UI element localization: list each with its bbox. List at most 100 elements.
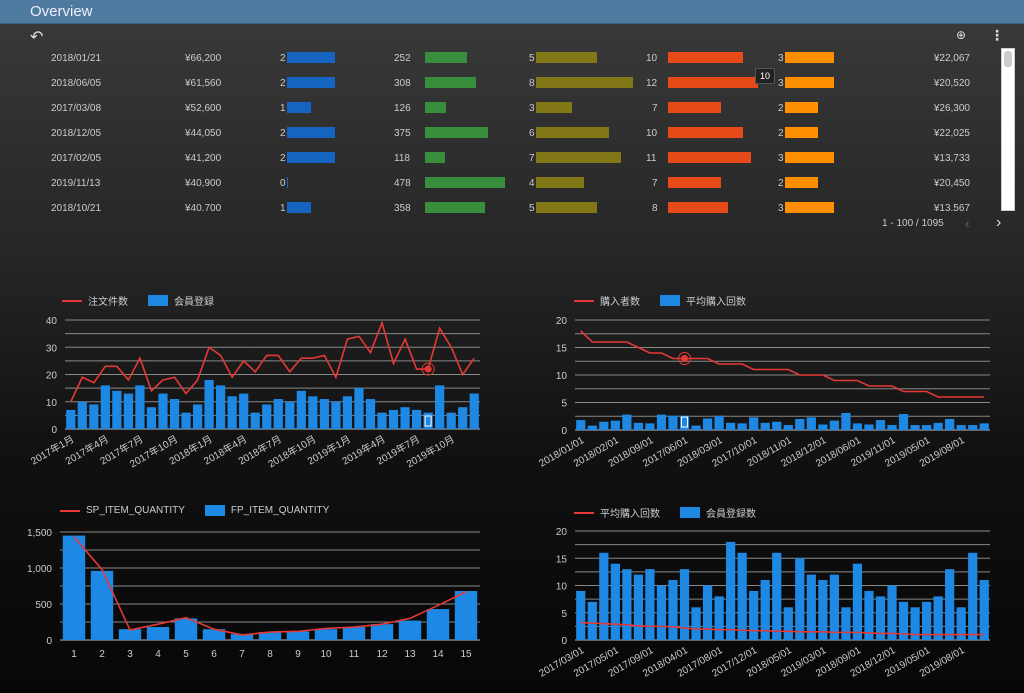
bar bbox=[633, 422, 644, 430]
bar bbox=[331, 401, 341, 429]
scrollbar[interactable] bbox=[1001, 48, 1015, 211]
legend-line-label: 購入者数 bbox=[600, 297, 640, 308]
bar bbox=[737, 552, 747, 640]
cell-avg: ¥22,025 bbox=[933, 128, 970, 139]
cell-v1-bar bbox=[287, 152, 335, 163]
bar bbox=[587, 601, 597, 640]
legend-chart-1: 注文件数 会員登録 bbox=[62, 293, 214, 308]
bar bbox=[956, 607, 966, 640]
bar bbox=[158, 393, 168, 429]
table-row[interactable]: 2017/03/08 ¥52,600 1 126 3 7 2 ¥26,300 bbox=[0, 100, 1000, 120]
cell-v4-bar bbox=[668, 202, 728, 213]
x-tick-label: 11 bbox=[349, 649, 360, 660]
highlight-point bbox=[424, 365, 432, 373]
bar bbox=[296, 390, 306, 429]
cell-v4-bar bbox=[668, 77, 758, 88]
app-header: Overview bbox=[0, 0, 1024, 24]
x-tick-label: 7 bbox=[239, 649, 245, 660]
y-tick-label: 0 bbox=[561, 426, 567, 437]
bar bbox=[829, 420, 839, 430]
x-tick-label: 1 bbox=[71, 649, 77, 660]
y-tick-label: 5 bbox=[561, 609, 567, 620]
bar bbox=[342, 627, 366, 640]
bar bbox=[285, 401, 295, 429]
bar bbox=[910, 607, 920, 640]
table-row[interactable]: 2018/06/05 ¥61,560 2 308 8 12 3 ¥20,520 bbox=[0, 75, 1000, 95]
bar bbox=[204, 379, 214, 429]
more-vert-icon[interactable]: ⋮ bbox=[990, 27, 1004, 43]
x-tick-label: 8 bbox=[267, 649, 273, 660]
bar bbox=[587, 425, 597, 430]
bar bbox=[749, 417, 759, 430]
legend-bar-label: 会員登録 bbox=[174, 297, 214, 308]
next-page-icon[interactable]: › bbox=[996, 214, 1002, 231]
cell-price: ¥66,200 bbox=[185, 53, 222, 64]
cell-v1: 1 bbox=[280, 203, 286, 214]
cell-v4: 10 bbox=[646, 128, 658, 139]
highlight-bar-marker bbox=[681, 416, 689, 428]
bar bbox=[979, 580, 989, 640]
bar bbox=[841, 412, 851, 430]
x-tick-label: 12 bbox=[376, 649, 388, 660]
cell-price: ¥61,560 bbox=[185, 78, 222, 89]
bar bbox=[458, 407, 468, 429]
cell-v3-bar bbox=[536, 102, 573, 113]
bar bbox=[230, 634, 254, 640]
tooltip: 10 bbox=[755, 68, 776, 84]
bar bbox=[169, 399, 180, 429]
table-row[interactable]: 2018/01/21 ¥66,200 2 252 5 10 3 ¥22,067 bbox=[0, 50, 1000, 70]
y-tick-label: 0 bbox=[46, 636, 52, 647]
bar bbox=[979, 423, 989, 430]
bar bbox=[679, 415, 690, 430]
x-tick-label: 13 bbox=[404, 649, 416, 660]
bar bbox=[239, 393, 249, 429]
cell-v4-bar bbox=[668, 152, 751, 163]
bar bbox=[691, 425, 701, 430]
cell-v5-bar bbox=[785, 77, 834, 88]
table-row[interactable]: 2019/11/13 ¥40,900 0 478 4 7 2 ¥20,450 bbox=[0, 175, 1000, 195]
bar bbox=[435, 385, 445, 429]
bar bbox=[77, 401, 87, 429]
cell-avg: ¥13,733 bbox=[933, 153, 970, 164]
y-tick-label: 20 bbox=[556, 527, 568, 538]
bar bbox=[423, 412, 433, 429]
bar bbox=[227, 396, 237, 429]
undo-icon[interactable]: ↶ bbox=[30, 29, 44, 46]
cell-v4-bar bbox=[668, 127, 743, 138]
bar bbox=[656, 585, 667, 640]
cell-v4: 7 bbox=[652, 103, 658, 114]
bar bbox=[388, 409, 399, 429]
bar bbox=[945, 569, 955, 640]
bar bbox=[319, 399, 329, 429]
cell-v4: 8 bbox=[652, 203, 658, 214]
table-row[interactable]: 2018/12/05 ¥44,050 2 375 6 10 2 ¥22,025 bbox=[0, 125, 1000, 145]
zoom-search-icon[interactable]: ⊕ bbox=[956, 28, 967, 42]
scrollbar-thumb[interactable] bbox=[1004, 51, 1012, 67]
y-tick-label: 15 bbox=[556, 554, 568, 565]
bar bbox=[174, 618, 198, 640]
bar bbox=[656, 414, 667, 430]
cell-v2-bar bbox=[425, 127, 488, 138]
bar bbox=[760, 422, 770, 430]
cell-date: 2018/01/21 bbox=[51, 53, 102, 64]
x-tick-label: 3 bbox=[127, 649, 133, 660]
prev-page-icon[interactable]: ‹ bbox=[965, 215, 970, 231]
bar bbox=[714, 596, 724, 640]
bar bbox=[772, 421, 782, 430]
cell-v5-bar bbox=[785, 127, 818, 138]
y-tick-label: 5 bbox=[561, 399, 567, 410]
cell-v5: 3 bbox=[778, 53, 784, 64]
pagination-label: 1 - 100 / 1095 bbox=[882, 218, 944, 229]
bar bbox=[702, 418, 713, 430]
cell-v1: 2 bbox=[280, 78, 286, 89]
cell-price: ¥44,050 bbox=[185, 128, 222, 139]
table-row[interactable]: 2017/02/05 ¥41,200 2 118 7 11 3 ¥13,733 bbox=[0, 150, 1000, 170]
series-line bbox=[70, 320, 475, 403]
table-row[interactable]: 2018/10/21 ¥40.700 1 358 5 8 3 ¥13.567 bbox=[0, 200, 1000, 220]
legend-bar-label: FP_ITEM_QUANTITY bbox=[230, 505, 330, 516]
cell-date: 2018/12/05 bbox=[51, 128, 102, 139]
highlight-ring bbox=[421, 362, 435, 376]
y-tick-label: 40 bbox=[46, 316, 58, 327]
cell-price: ¥40.700 bbox=[185, 203, 222, 214]
bar bbox=[875, 420, 886, 430]
